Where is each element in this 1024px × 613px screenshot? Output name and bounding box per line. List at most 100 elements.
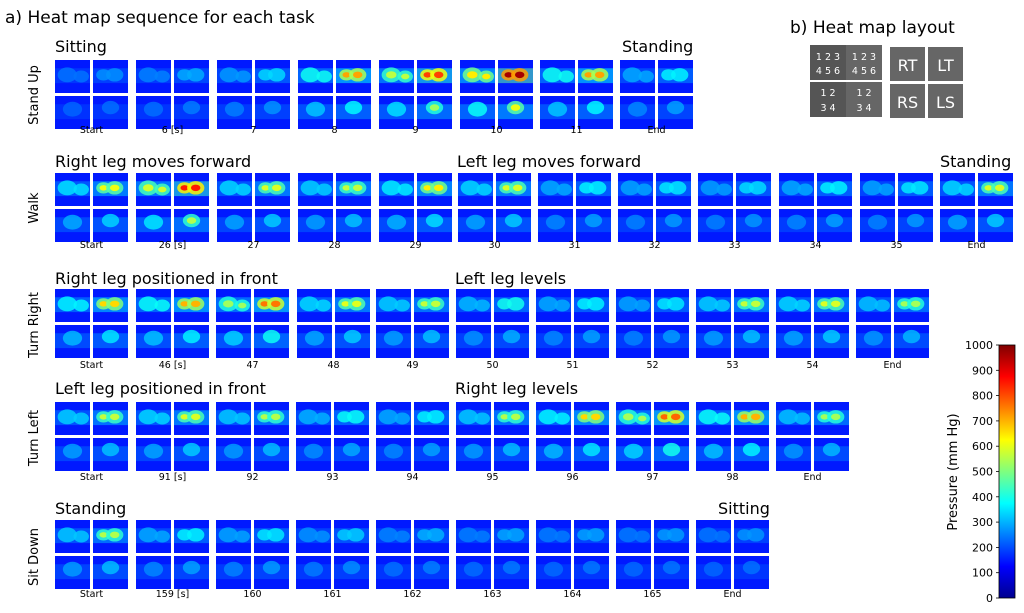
pressure-peak (500, 414, 509, 420)
pressure-spot (344, 100, 363, 115)
frame-time-label: 49 (406, 360, 418, 371)
heat-map-frame: End (696, 520, 769, 600)
pressure-peak (342, 185, 351, 191)
colorbar-tick-label: 900 (972, 364, 993, 377)
pressure-peak (638, 415, 647, 422)
pressure-spot (778, 409, 798, 425)
pressure-spot (224, 101, 245, 117)
pressure-spot (458, 296, 478, 312)
pressure-spot (545, 214, 566, 230)
pressure-spot (667, 297, 685, 311)
task-label: Stand Up (27, 65, 42, 125)
pressure-peak (502, 185, 511, 191)
pressure-peak (830, 300, 841, 308)
pressure-spot (187, 68, 205, 82)
pressure-spot (394, 299, 410, 312)
pressure-spot (714, 530, 730, 543)
heat-map-frame: 159 [s] (136, 520, 209, 600)
pressure-spot (474, 412, 490, 425)
pressure-spot (73, 299, 89, 312)
pressure-peak (510, 104, 521, 111)
phase-label: Standing (622, 37, 693, 56)
pressure-spot (154, 412, 170, 425)
frame-time-label: 32 (648, 240, 660, 251)
task-row: Stand Up Sitting Standing Start 6 [s] 7 8 9 10 11… (27, 37, 693, 136)
pressure-peak (261, 185, 270, 191)
task-row: Turn Left Left leg positioned in front Rig… (27, 379, 849, 483)
pressure-spot (347, 528, 365, 542)
pressure-peak (352, 184, 363, 192)
heat-map-layout-legend: 1 2 3 4 5 6 1 2 3 4 5 6 1 2 3 4 1 2 3 4 … (810, 45, 963, 118)
pressure-spot (304, 330, 325, 346)
frame-time-label: 30 (488, 240, 500, 251)
pressure-peak (623, 413, 634, 421)
pressure-peak (512, 184, 523, 192)
colorbar-tick-label: 700 (972, 415, 993, 428)
pressure-spot (57, 527, 77, 543)
pressure-peak (270, 300, 281, 308)
pressure-spot (542, 67, 562, 83)
heat-map-frame: 162 (376, 520, 449, 600)
pressure-spot (747, 528, 765, 542)
pressure-spot (822, 442, 841, 457)
pressure-spot (223, 561, 244, 577)
pressure-spot (698, 409, 718, 425)
pressure-spot (73, 183, 89, 196)
frame-time-label: 31 (568, 240, 580, 251)
heat-map-frame: 27 (217, 173, 290, 251)
phase-label: Standing (55, 499, 126, 518)
pressure-spot (703, 561, 724, 577)
pressure-spot (234, 412, 250, 425)
pressure-peak (594, 71, 605, 79)
pressure-spot (502, 442, 521, 457)
heat-map-frame: 164 (536, 520, 609, 600)
pressure-spot (182, 329, 201, 344)
figure-title-b: b) Heat map layout (790, 18, 955, 38)
pressure-spot (638, 70, 654, 83)
pressure-spot (586, 100, 605, 115)
pressure-spot (316, 183, 332, 196)
pressure-peak (433, 71, 444, 79)
pressure-peak (180, 301, 189, 307)
pressure-peak (238, 302, 247, 309)
frame-time-label: End (723, 589, 741, 600)
pressure-spot (305, 214, 326, 230)
layout-cell-rs-shank (810, 82, 846, 117)
pressure-spot (618, 296, 638, 312)
pressure-spot (502, 329, 521, 344)
pressure-spot (460, 180, 480, 196)
colorbar-tick-label: 400 (972, 491, 993, 504)
pressure-spot (874, 299, 890, 312)
frame-time-label: Start (80, 360, 103, 371)
pressure-spot (267, 528, 285, 542)
layout-label-lt-box (928, 47, 963, 81)
pressure-spot (622, 67, 642, 83)
pressure-spot (716, 183, 732, 196)
pressure-spot (263, 100, 282, 115)
layout-label-rt: RT (898, 56, 918, 75)
pressure-spot (57, 67, 77, 83)
pressure-peak (482, 73, 491, 80)
frame-time-label: 29 (409, 240, 421, 251)
pressure-spot (554, 530, 570, 543)
frame-time-label: 11 (570, 125, 582, 136)
pressure-peak (270, 413, 281, 421)
pressure-spot (705, 214, 726, 230)
pressure-spot (465, 214, 486, 230)
pressure-spot (235, 70, 251, 83)
pressure-spot (315, 299, 331, 312)
pressure-peak (186, 217, 197, 224)
heat-map-frame: 30 (458, 173, 531, 251)
frame-time-label: 35 (890, 240, 902, 251)
pressure-spot (422, 329, 441, 344)
pressure-spot (958, 183, 974, 196)
pressure-peak (109, 300, 120, 308)
pressure-spot (620, 180, 640, 196)
pressure-spot (143, 561, 164, 577)
pressure-spot (797, 183, 813, 196)
heat-map-frame: 49 (376, 289, 449, 371)
pressure-spot (219, 67, 239, 83)
task-label: Turn Left (27, 410, 42, 467)
pressure-spot (538, 296, 558, 312)
pressure-spot (298, 527, 318, 543)
